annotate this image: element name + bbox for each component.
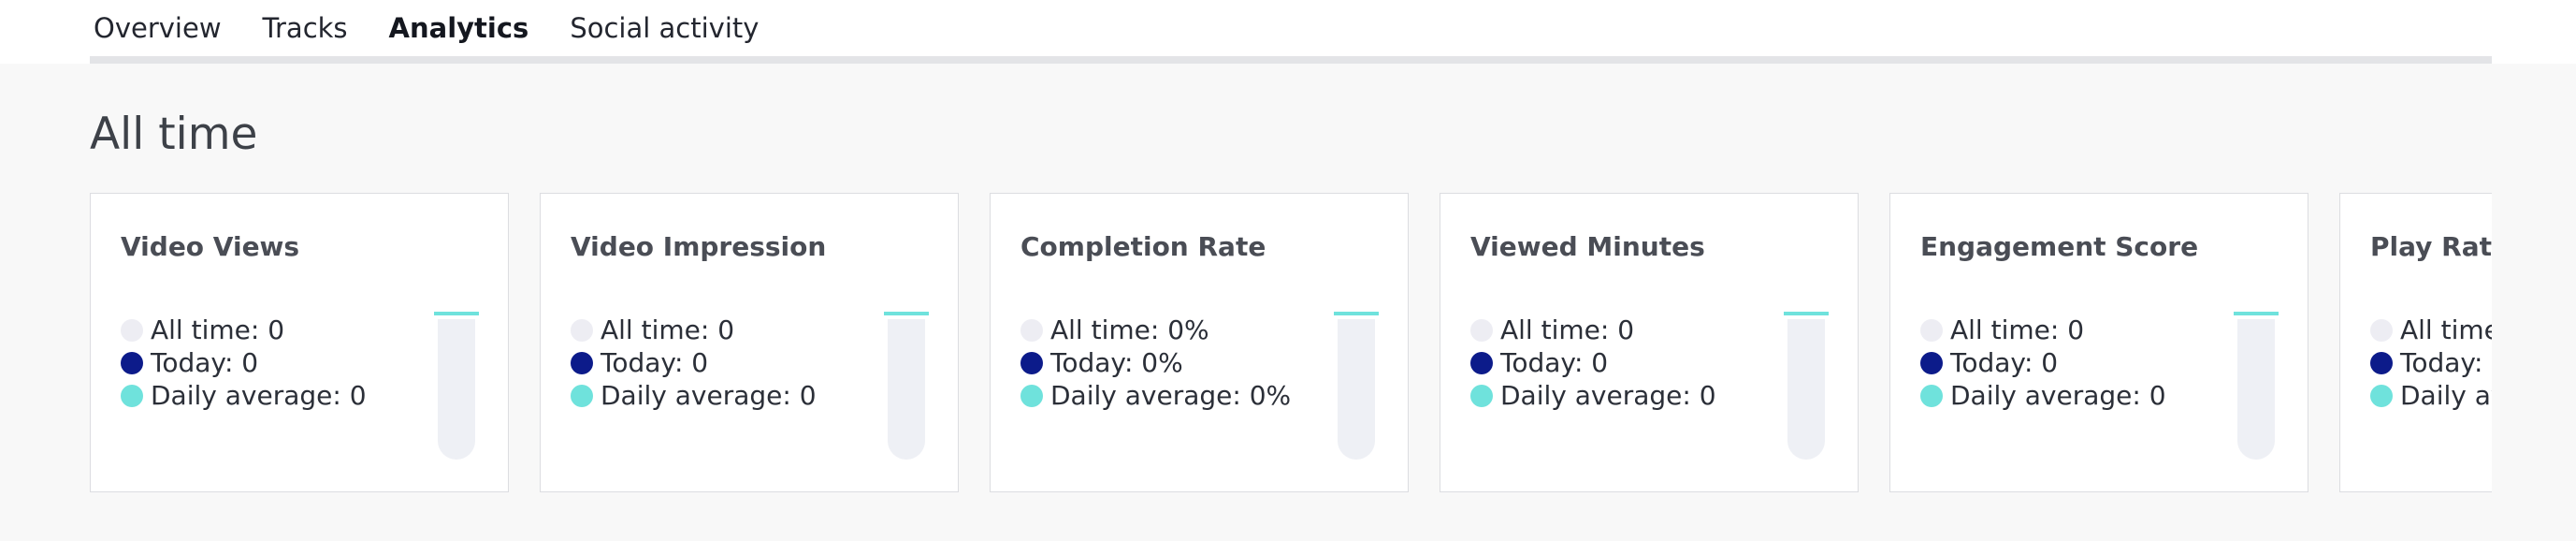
today-dot-icon	[571, 351, 593, 374]
all-time-value: All time: 0	[1500, 314, 1635, 345]
legend-all-time: All time: 0	[1920, 314, 2166, 346]
metric-card-viewed-minutes: Viewed Minutes All time: 0 Today: 0 Dail…	[1440, 193, 1859, 492]
metric-cards-carousel[interactable]: Video Views All time: 0 Today: 0 Daily a…	[90, 193, 2492, 494]
legend-today: Today: 0	[571, 346, 817, 379]
card-legend: All time: 0 Today: 0 Daily average: 0	[1920, 314, 2166, 412]
daily-average-value: Daily average: 0	[601, 380, 817, 411]
today-dot-icon	[121, 351, 143, 374]
all-time-dot-icon	[2370, 318, 2393, 342]
legend-all-time: All time: 0	[121, 314, 367, 346]
daily-average-marker	[1784, 312, 1829, 315]
metric-card-engagement-score: Engagement Score All time: 0 Today: 0 Da…	[1889, 193, 2308, 492]
all-time-value: All time: 0	[1950, 314, 2085, 345]
legend-daily-average: Daily average: 0	[571, 379, 817, 412]
daily-average-dot-icon	[1920, 384, 1943, 407]
card-title: Viewed Minutes	[1470, 231, 1705, 262]
tab-overview[interactable]: Overview	[94, 12, 222, 44]
daily-average-marker	[884, 312, 929, 315]
card-legend: All time: 0% Today: 0% Daily average: 0%	[1020, 314, 1291, 412]
daily-average-value: Daily average: 0	[1500, 380, 1716, 411]
daily-average-dot-icon	[1470, 384, 1493, 407]
card-title: Video Impression	[571, 231, 827, 262]
legend-today: Today: 0	[121, 346, 367, 379]
metric-card-completion-rate: Completion Rate All time: 0% Today: 0% D…	[990, 193, 1409, 492]
daily-average-value: Daily average: 0%	[1050, 380, 1292, 411]
today-dot-icon	[1920, 351, 1943, 374]
legend-all-time: All time: 0	[1470, 314, 1716, 346]
daily-average-value: Daily average: 0%	[2400, 380, 2492, 411]
daily-average-marker	[1334, 312, 1379, 315]
progress-bar-track	[1787, 319, 1825, 460]
legend-all-time: All time: 0	[571, 314, 817, 346]
progress-bar-track	[2237, 319, 2275, 460]
all-time-value: All time: 0%	[2400, 314, 2492, 345]
legend-all-time: All time: 0%	[2370, 314, 2492, 346]
today-value: Today: 0	[151, 347, 259, 378]
daily-average-dot-icon	[571, 384, 593, 407]
daily-average-dot-icon	[121, 384, 143, 407]
section-title: All time	[90, 109, 258, 160]
legend-today: Today: 0%	[2370, 346, 2492, 379]
tab-underline-rule	[90, 56, 2492, 64]
tab-analytics[interactable]: Analytics	[384, 0, 533, 64]
card-title: Play Rate	[2370, 231, 2492, 262]
daily-average-value: Daily average: 0	[1950, 380, 2166, 411]
card-legend: All time: 0% Today: 0% Daily average: 0%	[2370, 314, 2492, 412]
metric-card-play-rate: Play Rate All time: 0% Today: 0% Daily a…	[2339, 193, 2492, 492]
legend-all-time: All time: 0%	[1020, 314, 1291, 346]
today-dot-icon	[1020, 351, 1043, 374]
all-time-value: All time: 0	[601, 314, 735, 345]
today-value: Today: 0	[1500, 347, 1609, 378]
legend-daily-average: Daily average: 0%	[1020, 379, 1291, 412]
daily-average-marker	[434, 312, 479, 315]
progress-bar-track	[438, 319, 475, 460]
card-legend: All time: 0 Today: 0 Daily average: 0	[1470, 314, 1716, 412]
card-legend: All time: 0 Today: 0 Daily average: 0	[121, 314, 367, 412]
top-navigation: Overview Tracks Analytics Social activit…	[0, 0, 2576, 64]
daily-average-dot-icon	[2370, 384, 2393, 407]
card-legend: All time: 0 Today: 0 Daily average: 0	[571, 314, 817, 412]
daily-average-marker	[2234, 312, 2279, 315]
today-value: Today: 0	[601, 347, 709, 378]
progress-bar-track	[888, 319, 925, 460]
legend-today: Today: 0%	[1020, 346, 1291, 379]
metric-card-video-views: Video Views All time: 0 Today: 0 Daily a…	[90, 193, 509, 492]
legend-today: Today: 0	[1920, 346, 2166, 379]
tab-tracks[interactable]: Tracks	[262, 12, 348, 44]
all-time-dot-icon	[1020, 318, 1043, 342]
card-title: Completion Rate	[1020, 231, 1266, 262]
legend-daily-average: Daily average: 0	[1470, 379, 1716, 412]
today-dot-icon	[1470, 351, 1493, 374]
all-time-dot-icon	[571, 318, 593, 342]
card-title: Engagement Score	[1920, 231, 2199, 262]
legend-today: Today: 0	[1470, 346, 1716, 379]
all-time-value: All time: 0	[151, 314, 285, 345]
tab-social-activity[interactable]: Social activity	[570, 12, 760, 44]
legend-daily-average: Daily average: 0%	[2370, 379, 2492, 412]
all-time-dot-icon	[1920, 318, 1943, 342]
legend-daily-average: Daily average: 0	[121, 379, 367, 412]
today-value: Today: 0	[1950, 347, 2059, 378]
all-time-value: All time: 0%	[1050, 314, 1209, 345]
metric-cards-row: Video Views All time: 0 Today: 0 Daily a…	[90, 193, 2492, 492]
daily-average-value: Daily average: 0	[151, 380, 367, 411]
today-value: Today: 0%	[2400, 347, 2492, 378]
progress-bar-track	[1338, 319, 1375, 460]
all-time-dot-icon	[121, 318, 143, 342]
card-title: Video Views	[121, 231, 300, 262]
daily-average-dot-icon	[1020, 384, 1043, 407]
metric-card-video-impression: Video Impression All time: 0 Today: 0 Da…	[540, 193, 959, 492]
today-dot-icon	[2370, 351, 2393, 374]
today-value: Today: 0%	[1050, 347, 1183, 378]
tab-bar: Overview Tracks Analytics Social activit…	[90, 0, 796, 64]
legend-daily-average: Daily average: 0	[1920, 379, 2166, 412]
all-time-dot-icon	[1470, 318, 1493, 342]
